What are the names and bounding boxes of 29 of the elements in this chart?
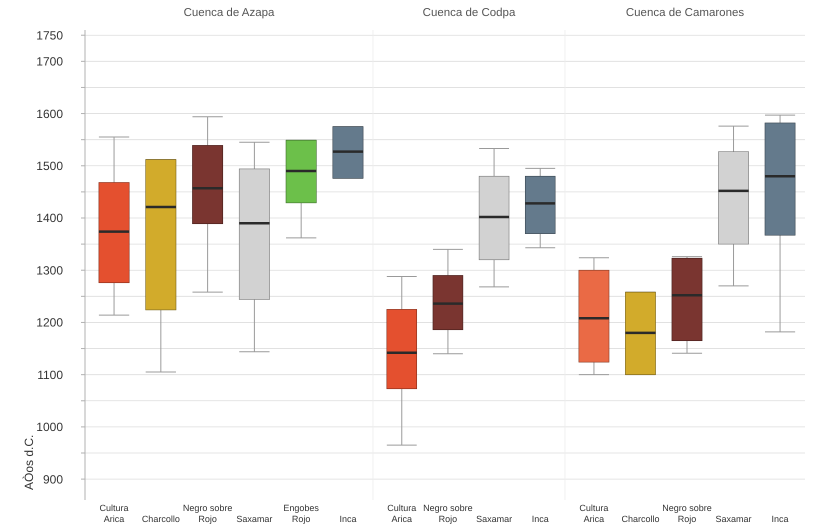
x-tick-label: Saxamar [236, 514, 272, 524]
x-tick-label: Inca [532, 514, 549, 524]
chart-title: Cuenca de Camarones [626, 7, 744, 19]
x-tick-label: Cultura Arica [100, 503, 129, 524]
x-tick-label: Saxamar [476, 514, 512, 524]
y-tick-label: 1000 [36, 420, 64, 434]
x-tick-label: Negro sobre Rojo [423, 503, 473, 524]
y-tick-label: 1200 [36, 316, 64, 330]
chart-title: Cuenca de Codpa [422, 7, 516, 19]
y-tick-label: 1700 [36, 54, 64, 69]
x-tick-label: Saxamar [716, 514, 752, 524]
x-tick-label: Negro sobre Rojo [662, 503, 712, 524]
y-tick-label: 1750 [36, 28, 64, 42]
x-tick-label: Cultura Arica [579, 503, 608, 524]
chart-title: Cuenca de Azapa [184, 7, 275, 19]
x-tick-label: Charcollo [621, 514, 660, 524]
y-tick-label: 900 [42, 472, 64, 486]
x-tick-label: Negro sobre Rojo [182, 503, 232, 524]
x-tick-label: Cultura Arica [387, 503, 416, 524]
y-axis-title: AÒos d.C. [22, 434, 36, 490]
y-tick-label: 1500 [36, 158, 64, 173]
y-tick-label: 1600 [36, 106, 64, 121]
x-tick-label: Inca [772, 514, 789, 524]
y-tick-label: 1400 [36, 211, 64, 226]
x-tick-label: Charcollo [142, 514, 180, 524]
x-tick-label: Inca [339, 514, 356, 524]
y-tick-label: 1100 [37, 368, 64, 382]
x-tick-label: Engobes Rojo [283, 503, 320, 524]
y-tick-label: 1300 [36, 263, 64, 278]
